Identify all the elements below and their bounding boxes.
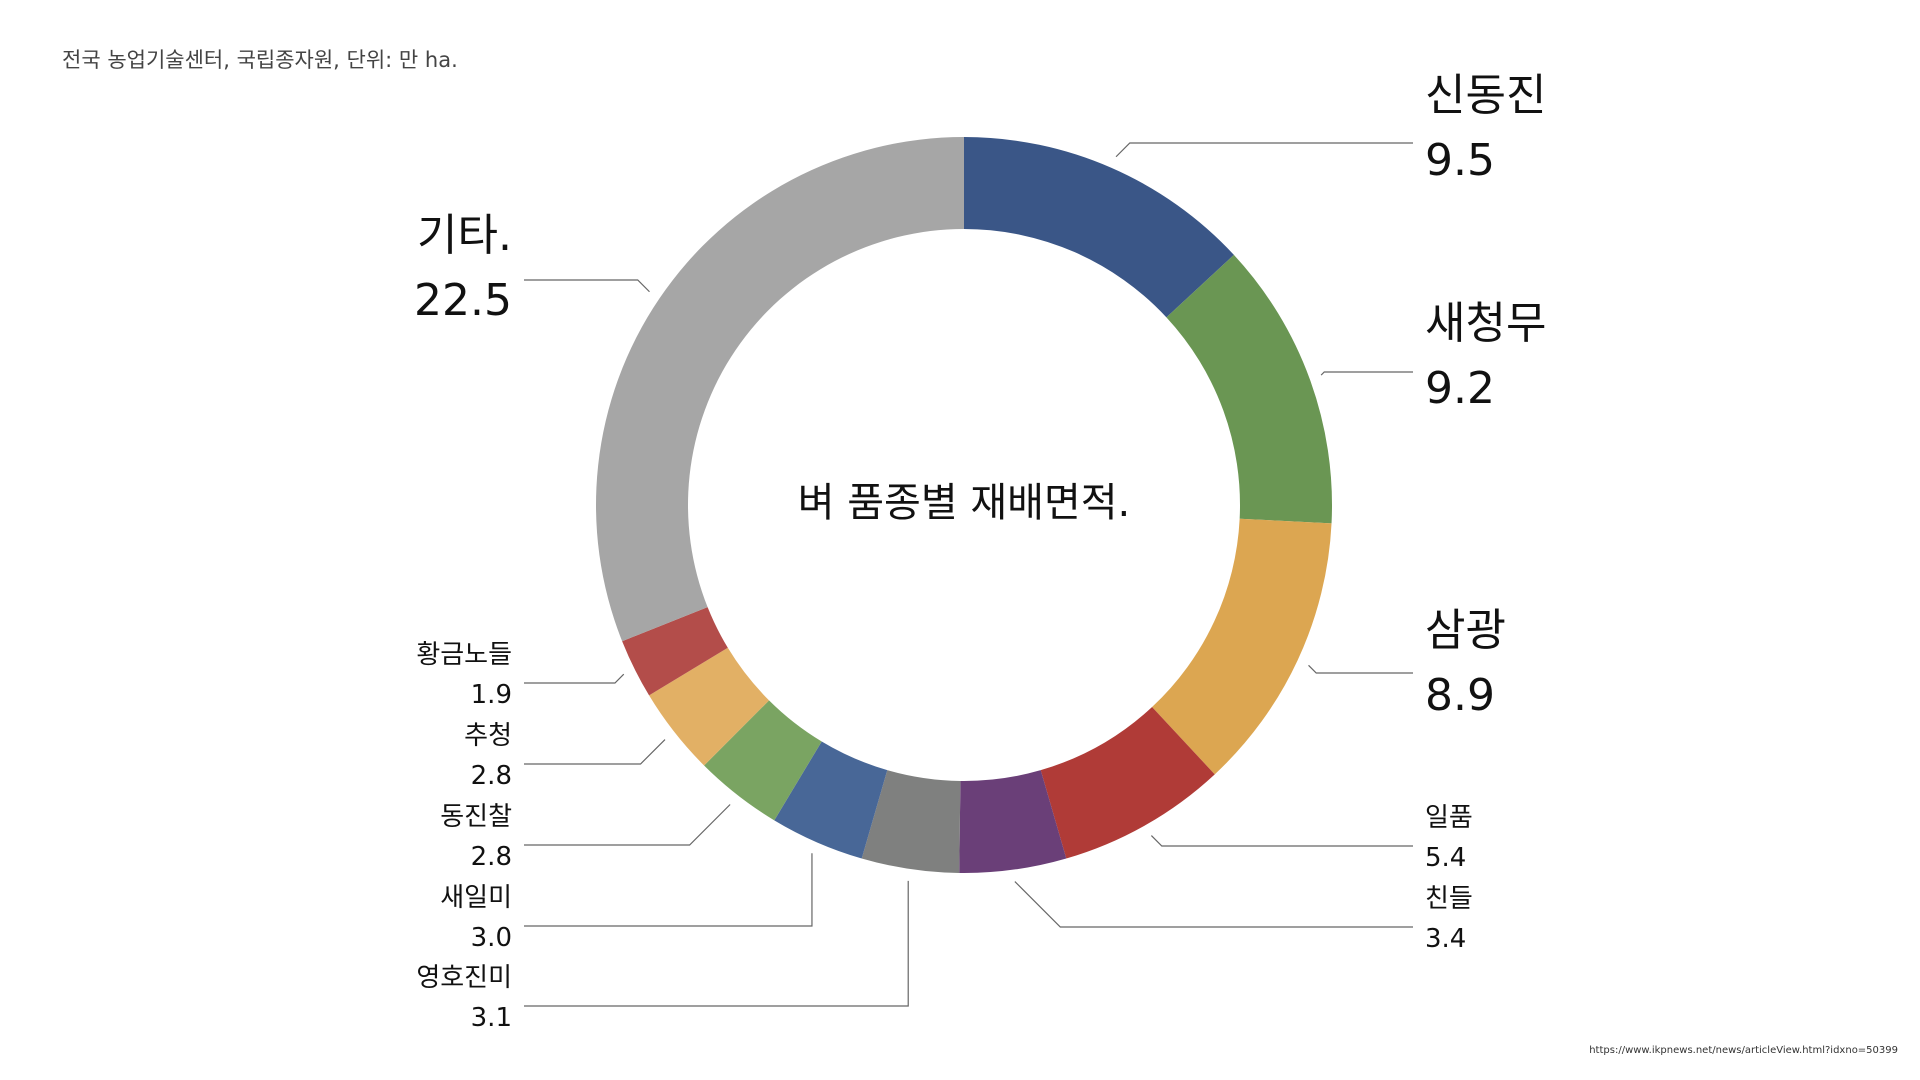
- slice-3: [1040, 707, 1215, 859]
- leader-lines: [524, 142, 1413, 1007]
- slice-label-value-4: 3.4: [1425, 924, 1466, 954]
- slice-label-value-7: 2.8: [471, 842, 512, 872]
- slice-2: [1152, 518, 1332, 775]
- slice-label-name-6: 새일미: [440, 883, 512, 913]
- source-note: 전국 농업기술센터, 국립종자원, 단위: 만 ha.: [62, 48, 458, 72]
- slice-label-value-3: 5.4: [1425, 843, 1466, 873]
- slice-labels: 신동진 9.5 새청무 9.2 삼광 8.9 일품 5.4 친들 3.4 영호진미 3.1 새일미 3.0…: [414, 70, 1546, 1033]
- slice-label-value-6: 3.0: [471, 923, 512, 953]
- slice-label-name-7: 동진찰: [440, 802, 512, 832]
- slice-label-name-10: 기타.: [417, 210, 512, 261]
- slice-5: [861, 770, 961, 873]
- slice-label-name-8: 추청: [464, 721, 512, 751]
- leader-line-3: [1150, 835, 1413, 847]
- slice-7: [704, 700, 822, 821]
- slice-label-name-1: 새청무: [1425, 298, 1546, 349]
- leader-line-10: [524, 279, 650, 293]
- donut-slices: [596, 137, 1332, 874]
- leader-line-1: [1320, 371, 1413, 376]
- slice-6: [774, 741, 888, 859]
- slice-label-name-4: 친들: [1425, 884, 1473, 914]
- slice-label-name-9: 황금노들: [416, 640, 512, 670]
- leader-line-2: [1308, 664, 1413, 674]
- slice-label-value-2: 8.9: [1425, 670, 1495, 721]
- slice-label-name-3: 일품: [1425, 803, 1473, 833]
- leader-line-0: [1115, 142, 1413, 158]
- chart-title: 벼 품종별 재배면적.: [798, 480, 1131, 526]
- slice-label-value-9: 1.9: [471, 680, 512, 710]
- slice-10: [596, 137, 964, 642]
- leader-line-6: [524, 853, 813, 927]
- source-url: https://www.ikpnews.net/news/articleView…: [1589, 1045, 1898, 1056]
- leader-line-7: [524, 804, 731, 846]
- leader-line-8: [524, 739, 666, 765]
- slice-label-value-1: 9.2: [1425, 363, 1495, 414]
- slice-label-name-5: 영호진미: [416, 963, 512, 993]
- slice-label-name-2: 삼광: [1425, 605, 1506, 656]
- slice-9: [622, 607, 728, 696]
- slice-label-value-8: 2.8: [471, 761, 512, 791]
- slice-label-value-0: 9.5: [1425, 135, 1495, 186]
- leader-line-9: [524, 673, 625, 684]
- slice-label-value-10: 22.5: [414, 275, 512, 326]
- leader-line-4: [1014, 881, 1413, 928]
- slice-8: [649, 647, 770, 766]
- slice-label-value-5: 3.1: [471, 1003, 512, 1033]
- leader-line-5: [524, 880, 909, 1007]
- slice-4: [959, 770, 1067, 874]
- slice-0: [964, 137, 1234, 318]
- slice-label-name-0: 신동진: [1425, 70, 1546, 121]
- slice-1: [1166, 254, 1332, 524]
